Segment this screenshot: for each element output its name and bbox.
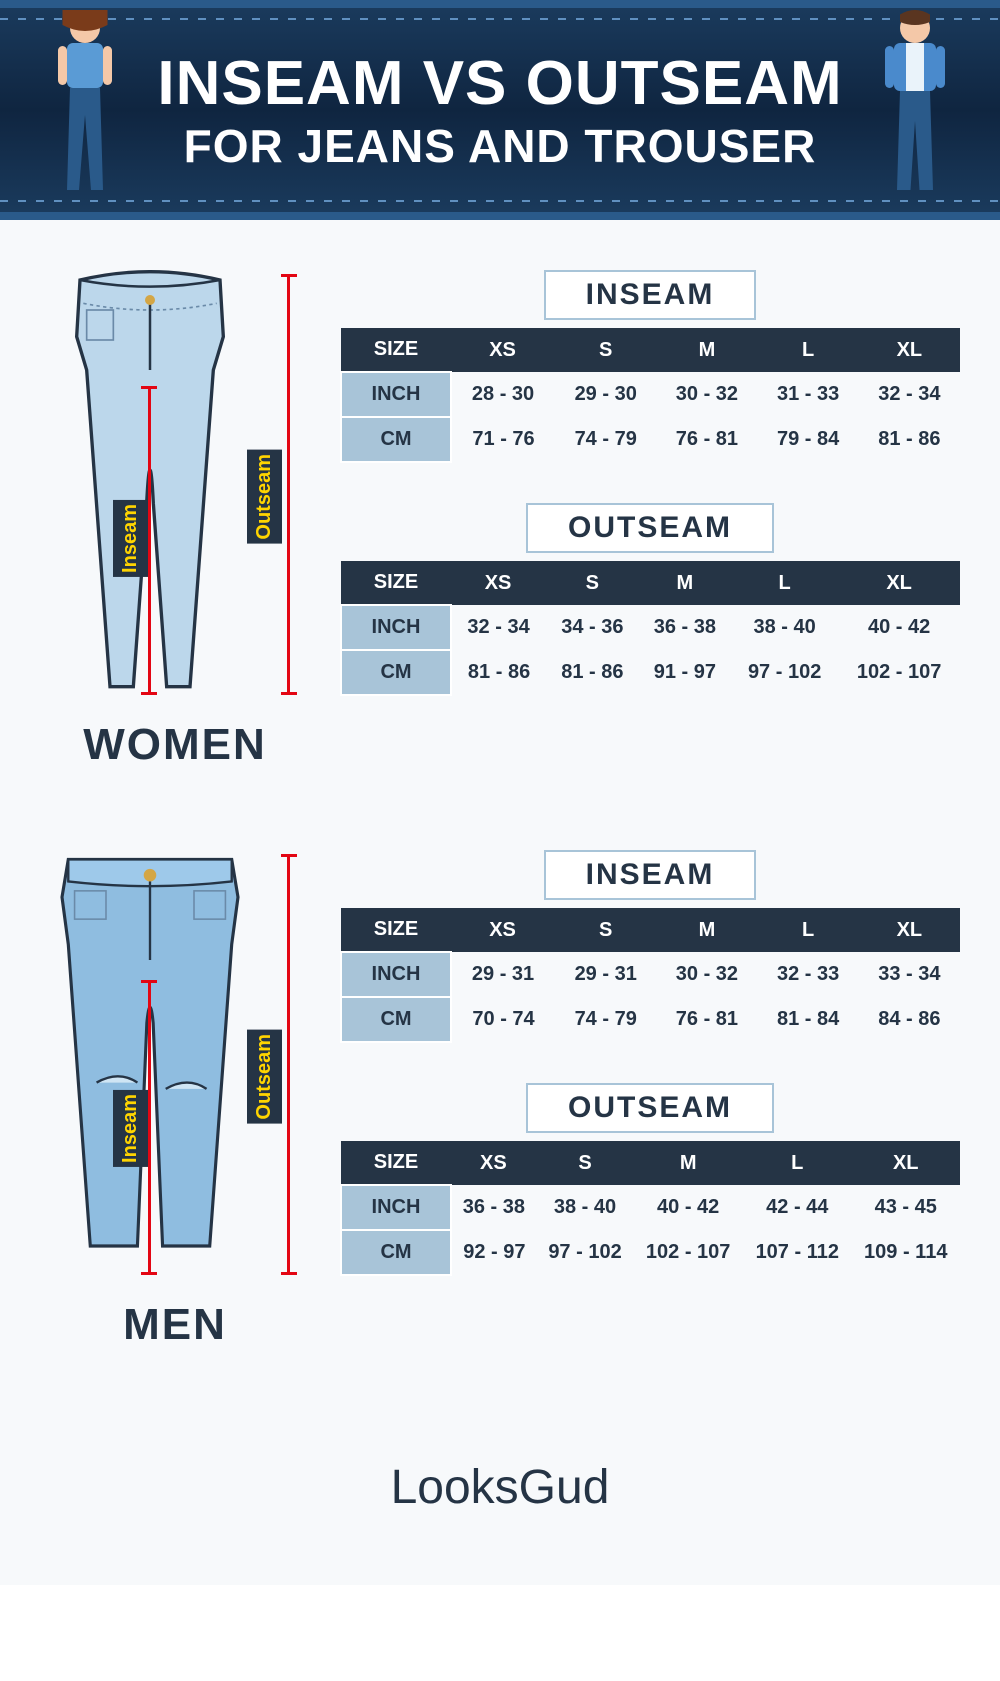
table-row: CM 92 - 9797 - 102102 - 107107 - 112109 … <box>341 1230 960 1275</box>
content-area: Outseam Inseam WOMEN INSEAM SIZE XSSMLXL <box>0 220 1000 1585</box>
men-caption: MEN <box>40 1300 310 1350</box>
title-line-1: INSEAM VS OUTSEAM <box>157 48 842 119</box>
size-header: SIZE <box>341 328 451 372</box>
table-row: INCH 36 - 3838 - 4040 - 4242 - 4443 - 45 <box>341 1185 960 1230</box>
table-row: CM 71 - 7674 - 7976 - 8179 - 8481 - 86 <box>341 417 960 462</box>
title-block: INSEAM VS OUTSEAM FOR JEANS AND TROUSER <box>157 48 842 173</box>
women-outseam-table: OUTSEAM SIZE XSSMLXL INCH 32 - 3434 - 36… <box>340 503 960 696</box>
men-outseam-table: OUTSEAM SIZE XSSMLXL INCH 36 - 3838 - 40… <box>340 1083 960 1276</box>
brand-logo: LooksGud <box>391 1461 610 1514</box>
women-inseam-table: INSEAM SIZE XSSMLXL INCH 28 - 3029 - 303… <box>340 270 960 463</box>
outseam-measure-line <box>287 854 290 1274</box>
inseam-label: Inseam <box>113 500 148 577</box>
outseam-label: Outseam <box>247 1030 282 1124</box>
table-row: CM 70 - 7474 - 7976 - 8181 - 8484 - 86 <box>341 997 960 1042</box>
women-illustration: Outseam Inseam WOMEN <box>40 270 310 770</box>
table-title: OUTSEAM <box>526 1083 774 1133</box>
footer: LooksGud <box>40 1430 960 1555</box>
table-row: INCH 32 - 3434 - 3636 - 3838 - 4040 - 42 <box>341 605 960 650</box>
table-row: CM 81 - 8681 - 8691 - 9797 - 102102 - 10… <box>341 650 960 695</box>
table-title: INSEAM <box>544 270 757 320</box>
men-illustration: Outseam Inseam MEN <box>40 850 310 1350</box>
header-banner: INSEAM VS OUTSEAM FOR JEANS AND TROUSER <box>0 0 1000 220</box>
inseam-measure-line <box>148 386 151 694</box>
men-section: Outseam Inseam MEN INSEAM SIZE XSSMLXL I… <box>40 850 960 1350</box>
table-header-row: SIZE XSSMLXL <box>341 908 960 952</box>
men-inseam-table: INSEAM SIZE XSSMLXL INCH 29 - 3129 - 313… <box>340 850 960 1043</box>
table-header-row: SIZE XSSMLXL <box>341 328 960 372</box>
title-line-2: FOR JEANS AND TROUSER <box>157 119 842 173</box>
table-row: INCH 28 - 3029 - 3030 - 3231 - 3332 - 34 <box>341 372 960 417</box>
outseam-label: Outseam <box>247 450 282 544</box>
table-header-row: SIZE XSSMLXL <box>341 561 960 605</box>
women-section: Outseam Inseam WOMEN INSEAM SIZE XSSMLXL <box>40 270 960 770</box>
table-header-row: SIZE XSSMLXL <box>341 1141 960 1185</box>
outseam-measure-line <box>287 274 290 694</box>
table-row: INCH 29 - 3129 - 3130 - 3232 - 3333 - 34 <box>341 952 960 997</box>
woman-figure-icon <box>40 10 130 210</box>
inseam-measure-line <box>148 980 151 1274</box>
women-tables: INSEAM SIZE XSSMLXL INCH 28 - 3029 - 303… <box>340 270 960 770</box>
table-title: INSEAM <box>544 850 757 900</box>
inseam-label: Inseam <box>113 1090 148 1167</box>
table-title: OUTSEAM <box>526 503 774 553</box>
men-tables: INSEAM SIZE XSSMLXL INCH 29 - 3129 - 313… <box>340 850 960 1350</box>
man-figure-icon <box>870 10 960 210</box>
women-caption: WOMEN <box>40 720 310 770</box>
